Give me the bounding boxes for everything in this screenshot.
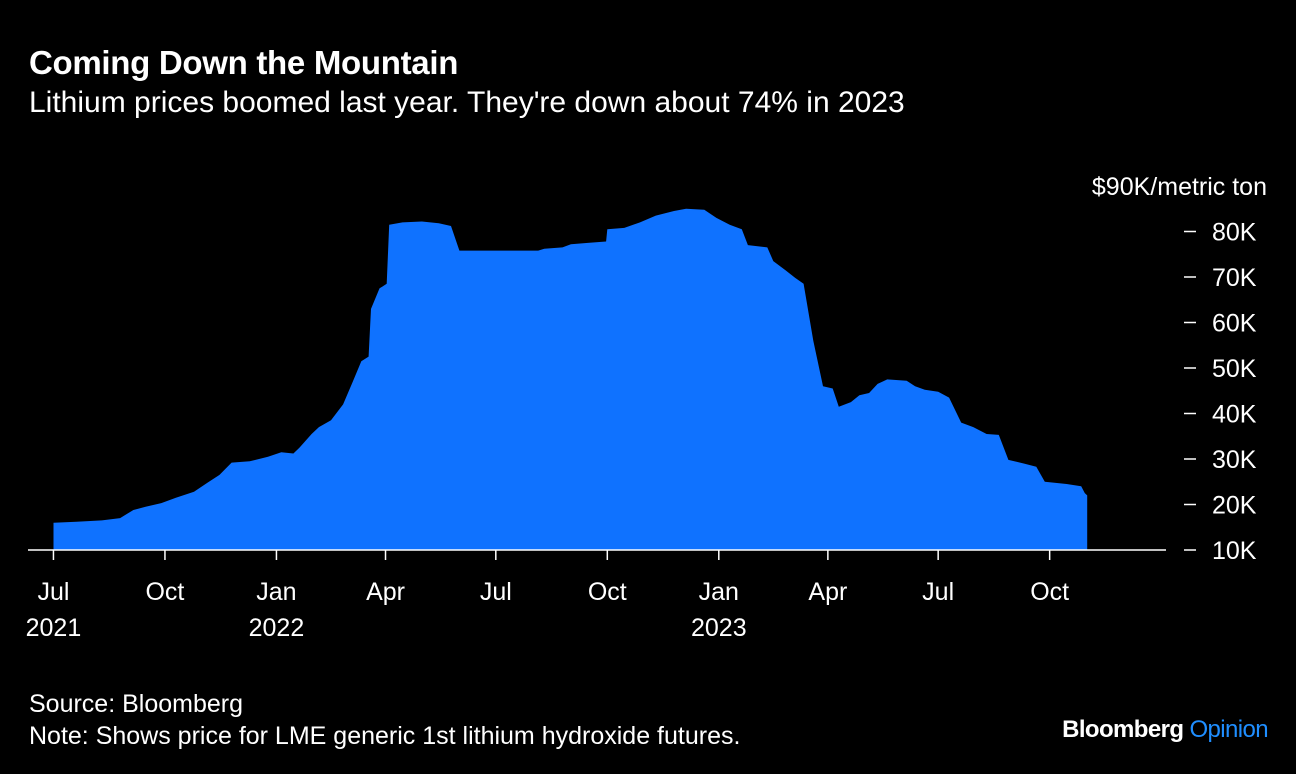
y-tick-label: 50K	[1212, 355, 1257, 383]
x-tick-label: Jul	[922, 578, 954, 606]
y-tick-label: 20K	[1212, 492, 1257, 520]
brand-name: Bloomberg	[1062, 716, 1184, 743]
y-tick-label: 30K	[1212, 446, 1257, 474]
x-tick-year-label: 2023	[691, 614, 747, 642]
x-tick-label: Jul	[480, 578, 512, 606]
x-tick-label: Jan	[256, 578, 296, 606]
y-tick-label: 80K	[1212, 219, 1257, 247]
x-tick-label: Apr	[808, 578, 847, 606]
y-tick-label: 70K	[1212, 264, 1257, 292]
chart-footnotes: Source: Bloomberg Note: Shows price for …	[29, 688, 740, 752]
source-note: Source: Bloomberg	[29, 690, 244, 718]
x-tick-label: Oct	[145, 578, 184, 606]
x-tick-label: Apr	[366, 578, 405, 606]
x-tick-label: Jan	[699, 578, 739, 606]
x-tick-label: Oct	[588, 578, 627, 606]
price-area-series	[53, 208, 1088, 551]
y-tick-label: 60K	[1212, 310, 1257, 338]
y-tick-label: 40K	[1212, 401, 1257, 429]
y-tick-label: 10K	[1212, 537, 1257, 565]
y-axis-unit-label: $90K/metric ton	[1092, 173, 1267, 201]
x-tick-year-label: 2022	[249, 614, 305, 642]
x-tick-year-label: 2021	[26, 614, 82, 642]
x-tick-label: Jul	[37, 578, 69, 606]
brand-product: Opinion	[1189, 716, 1268, 743]
x-tick-label: Oct	[1030, 578, 1069, 606]
chart-title: Coming Down the Mountain	[29, 44, 459, 81]
data-note: Note: Shows price for LME generic 1st li…	[29, 722, 741, 750]
chart-subtitle: Lithium prices boomed last year. They're…	[29, 86, 905, 119]
bloomberg-opinion-logo: Bloomberg Opinion	[1062, 716, 1268, 744]
